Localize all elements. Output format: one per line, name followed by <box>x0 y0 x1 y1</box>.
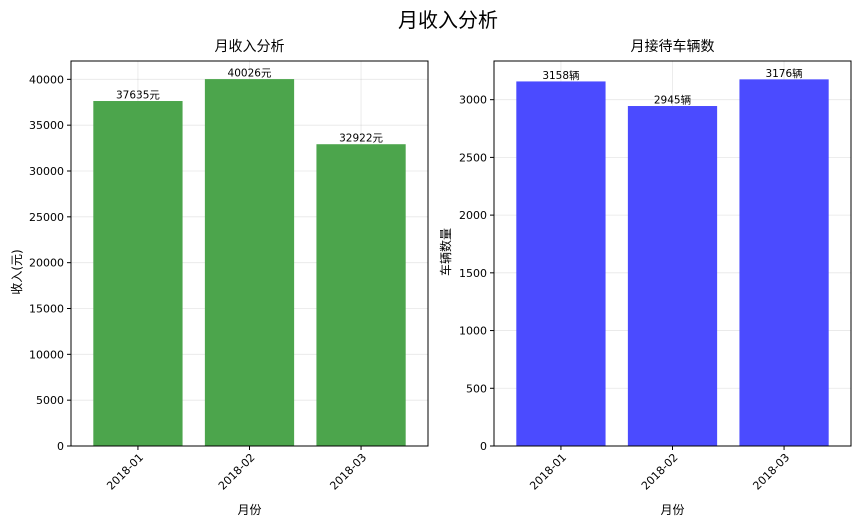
revenue-chart-ytick-label: 20000 <box>29 257 64 270</box>
revenue-chart-bar-2018-02 <box>204 79 295 446</box>
vehicle-chart-ytick-label: 2500 <box>459 151 487 164</box>
revenue-chart-ytick-label: 40000 <box>29 73 64 86</box>
revenue-chart-data-label-2018-01: 37635元 <box>116 90 160 102</box>
vehicle-chart-xtick-label-2018-01: 2018-01 <box>527 451 569 493</box>
vehicle-chart-ytick-label: 1000 <box>459 325 487 338</box>
revenue-chart-ytick-label: 0 <box>57 440 64 453</box>
vehicle-chart-xtick-label-2018-02: 2018-02 <box>639 451 681 493</box>
vehicle-chart-data-labels: 3158辆 2945辆 3176辆 <box>542 67 802 107</box>
vehicle-chart-data-label-2018-01: 3158辆 <box>542 69 579 82</box>
vehicle-chart: 月接待车辆数 月份 车辆数量 3158辆 2945辆 3176辆 0 500 1000 15… <box>438 38 852 517</box>
vehicle-chart-title: 月接待车辆数 <box>631 38 715 55</box>
revenue-chart-data-label-2018-03: 32922元 <box>339 133 383 145</box>
revenue-chart-xtick-label-2018-03: 2018-03 <box>327 451 369 493</box>
revenue-chart-data-label-2018-02: 40026元 <box>228 68 272 80</box>
vehicle-chart-ytick-label: 500 <box>466 382 487 395</box>
revenue-chart-frame <box>70 60 429 447</box>
revenue-chart-ytick-label: 15000 <box>29 303 64 316</box>
revenue-chart-ylabel: 收入(元) <box>10 249 24 294</box>
revenue-chart-bar-2018-01 <box>93 101 183 446</box>
vehicle-chart-bar-2018-01 <box>516 81 606 446</box>
revenue-chart-title: 月收入分析 <box>215 39 285 55</box>
vehicle-chart-ytick-label: 3000 <box>459 94 487 107</box>
revenue-chart-ytick-label: 10000 <box>29 348 64 361</box>
vehicle-chart-data-label-2018-03: 3176辆 <box>765 67 802 80</box>
revenue-chart-bar-2018-03 <box>316 144 406 446</box>
revenue-chart-ytick-label: 25000 <box>29 211 64 224</box>
vehicle-chart-xlabel: 月份 <box>660 503 684 517</box>
vehicle-chart-ytick-label: 2000 <box>459 209 487 222</box>
vehicle-chart-ytick-label: 1500 <box>459 267 487 280</box>
revenue-chart-bars <box>93 79 406 446</box>
vehicle-chart-ytick-label: 0 <box>480 440 487 453</box>
vehicle-chart-ylabel: 车辆数量 <box>438 228 453 276</box>
revenue-chart-data-labels: 37635元 40026元 32922元 <box>116 68 384 145</box>
vehicle-chart-data-label-2018-02: 2945辆 <box>654 94 691 107</box>
vehicle-chart-bar-2018-03 <box>739 79 829 447</box>
revenue-chart-ytick-label: 30000 <box>29 165 64 178</box>
revenue-chart: 月收入分析 月份 收入(元) 37635元 40026元 32922元 0 5000 10… <box>10 39 429 517</box>
revenue-chart-xtick-label-2018-01: 2018-01 <box>104 451 146 493</box>
revenue-chart-xlabel: 月份 <box>237 503 261 517</box>
vehicle-chart-xtick-label-2018-03: 2018-03 <box>750 451 792 493</box>
revenue-chart-ytick-label: 5000 <box>36 394 64 407</box>
revenue-chart-xtick-label-2018-02: 2018-02 <box>216 451 258 493</box>
revenue-chart-ytick-label: 35000 <box>29 119 64 132</box>
vehicle-chart-bar-2018-02 <box>627 106 718 446</box>
vehicle-chart-frame <box>493 60 852 447</box>
figure-suptitle: 月收入分析 <box>398 8 498 32</box>
vehicle-chart-bars <box>516 79 829 447</box>
